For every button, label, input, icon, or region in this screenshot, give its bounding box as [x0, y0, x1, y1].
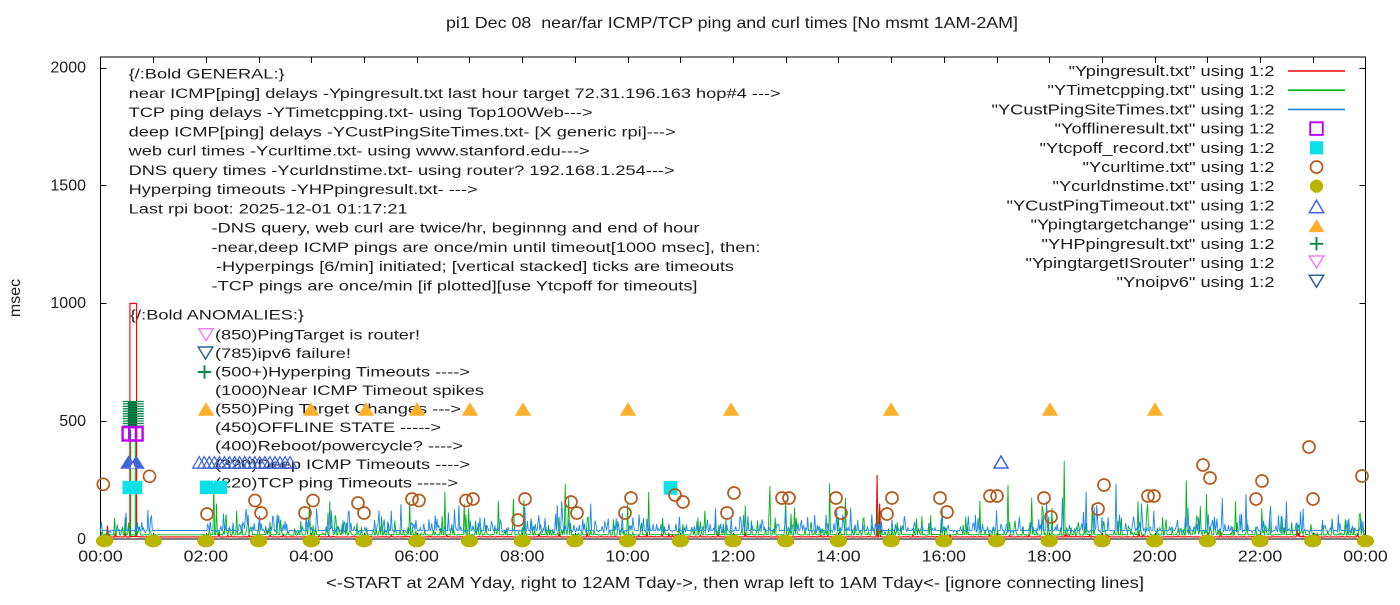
svg-text:"YCustPingTimeout.txt" using 1: "YCustPingTimeout.txt" using 1:2: [1007, 198, 1275, 214]
svg-text:Last rpi boot: 2025-12-01 01:1: Last rpi boot: 2025-12-01 01:17:21: [129, 201, 408, 216]
svg-text:{/:Bold ANOMALIES:}: {/:Bold ANOMALIES:}: [130, 308, 305, 323]
svg-text:"Ynoipv6" using 1:2: "Ynoipv6" using 1:2: [1117, 275, 1275, 291]
svg-text:-TCP pings are once/min [if pl: -TCP pings are once/min [if plotted][use…: [212, 278, 698, 293]
svg-text:<-START at 2AM Yday, right to: <-START at 2AM Yday, right to 12AM Tday-…: [326, 575, 1144, 592]
svg-text:16:00: 16:00: [922, 549, 967, 566]
svg-text:"Ytcpoff_record.txt" using 1:2: "Ytcpoff_record.txt" using 1:2: [1040, 141, 1275, 157]
svg-text:500: 500: [59, 413, 86, 430]
svg-text:0: 0: [77, 531, 86, 548]
svg-text:"Ycurltime.txt" using 1:2: "Ycurltime.txt" using 1:2: [1083, 160, 1275, 176]
svg-text:06:00: 06:00: [395, 549, 440, 566]
svg-text:"Yofflineresult.txt" using 1:2: "Yofflineresult.txt" using 1:2: [1055, 122, 1275, 138]
svg-text:1500: 1500: [50, 177, 86, 194]
svg-text:00:00: 00:00: [78, 549, 123, 566]
svg-text:(850)PingTarget is router!: (850)PingTarget is router!: [215, 328, 420, 343]
svg-text:{/:Bold GENERAL:}: {/:Bold GENERAL:}: [129, 67, 286, 82]
svg-text:deep ICMP[ping] delays -YCustP: deep ICMP[ping] delays -YCustPingSiteTim…: [129, 124, 676, 139]
svg-text:(1000)Near ICMP Timeout spikes: (1000)Near ICMP Timeout spikes: [215, 383, 484, 398]
svg-text:22:00: 22:00: [1238, 549, 1283, 566]
svg-text:-DNS query, web curl are twice: -DNS query, web curl are twice/hr, begin…: [212, 221, 701, 236]
svg-text:(550)Ping Target Changes --->: (550)Ping Target Changes --->: [215, 402, 461, 417]
svg-text:(450)OFFLINE STATE ----->: (450)OFFLINE STATE ----->: [215, 420, 441, 435]
svg-text:"Ypingtargetchange" using 1:2: "Ypingtargetchange" using 1:2: [1031, 218, 1275, 234]
svg-text:-near,deep ICMP pings are once: -near,deep ICMP pings are once/min until…: [212, 240, 761, 255]
svg-text:-Hyperpings [6/min] initiated;: -Hyperpings [6/min] initiated; [vertical…: [216, 259, 734, 274]
svg-text:14:00: 14:00: [816, 549, 861, 566]
svg-text:2000: 2000: [50, 60, 86, 77]
svg-text:msec: msec: [7, 279, 24, 317]
svg-text:08:00: 08:00: [500, 549, 545, 566]
svg-text:near ICMP[ping] delays -Ypingr: near ICMP[ping] delays -Ypingresult.txt …: [129, 86, 781, 101]
svg-text:10:00: 10:00: [605, 549, 650, 566]
svg-text:"Ycurldnstime.txt" using 1:2: "Ycurldnstime.txt" using 1:2: [1053, 179, 1275, 195]
svg-text:(220)TCP ping Timeouts ----->: (220)TCP ping Timeouts ----->: [215, 476, 458, 491]
svg-text:18:00: 18:00: [1027, 549, 1072, 566]
svg-text:web curl times -Ycurltime.txt-: web curl times -Ycurltime.txt- using www…: [127, 144, 590, 159]
svg-text:12:00: 12:00: [711, 549, 756, 566]
svg-text:1000: 1000: [50, 295, 86, 312]
svg-text:"Ypingresult.txt" using 1:2: "Ypingresult.txt" using 1:2: [1069, 64, 1275, 80]
svg-text:"YHPpingresult.txt" using 1:2: "YHPpingresult.txt" using 1:2: [1042, 237, 1275, 253]
svg-text:(500+)Hyperping Timeouts ---->: (500+)Hyperping Timeouts ---->: [215, 365, 470, 380]
svg-text:TCP ping delays -YTimetcpping.: TCP ping delays -YTimetcpping.txt- using…: [129, 105, 593, 120]
svg-text:"YpingtargetISrouter" using 1:: "YpingtargetISrouter" using 1:2: [1026, 256, 1275, 272]
svg-text:DNS query times -Ycurldnstime.: DNS query times -Ycurldnstime.txt- using…: [129, 163, 675, 178]
svg-text:pi1 Dec 08 near/far ICMP/TCP: pi1 Dec 08 near/far ICMP/TCP ping and cu…: [446, 15, 1018, 32]
svg-text:04:00: 04:00: [289, 549, 334, 566]
svg-text:20:00: 20:00: [1133, 549, 1178, 566]
svg-text:(785)ipv6 failure!: (785)ipv6 failure!: [215, 346, 351, 361]
svg-text:"YCustPingSiteTimes.txt" using: "YCustPingSiteTimes.txt" using 1:2: [992, 102, 1275, 118]
svg-text:Hyperping timeouts -YHPpingres: Hyperping timeouts -YHPpingresult.txt- -…: [129, 182, 478, 197]
svg-text:"YTimetcpping.txt" using 1:2: "YTimetcpping.txt" using 1:2: [1048, 83, 1275, 99]
svg-text:02:00: 02:00: [184, 549, 229, 566]
svg-text:00:00: 00:00: [1343, 549, 1388, 566]
svg-text:(400)Reboot/powercycle? ---->: (400)Reboot/powercycle? ---->: [215, 439, 463, 454]
